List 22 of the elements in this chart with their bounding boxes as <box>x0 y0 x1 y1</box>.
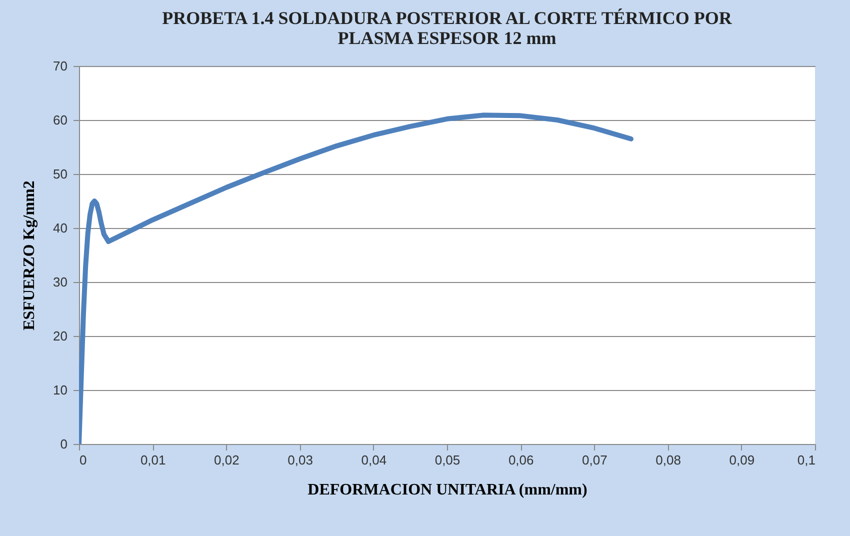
x-tick-label: 0,08 <box>656 452 681 468</box>
x-tick-label: 0,07 <box>582 452 608 468</box>
x-tick-label: 0,03 <box>288 452 313 468</box>
x-tick-label: 0,05 <box>434 452 460 468</box>
y-axis-title: ESFUERZO Kg/mm2 <box>21 180 38 330</box>
x-axis-title: DEFORMACION UNITARIA (mm/mm) <box>308 482 588 498</box>
y-tick-label: 50 <box>53 166 68 182</box>
x-tick-label: 0,1 <box>797 452 816 468</box>
x-tick-label: 0,06 <box>508 452 534 468</box>
x-tick-label: 0,02 <box>214 452 240 468</box>
y-tick-label: 20 <box>53 328 68 344</box>
x-tick-label: 0 <box>80 452 87 468</box>
x-tick-label: 0,04 <box>361 452 387 468</box>
y-tick-label: 30 <box>53 274 68 290</box>
chart-title: PROBETA 1.4 SOLDADURA POSTERIOR AL CORTE TÉRMICO POR PLASMA ESPESOR 12 mm <box>162 8 733 48</box>
x-tick-label: 0,01 <box>140 452 166 468</box>
x-tick-label: 0,09 <box>729 452 755 468</box>
y-tick-label: 0 <box>60 436 68 452</box>
y-tick-label: 10 <box>53 382 68 398</box>
y-tick-label: 70 <box>53 58 68 74</box>
y-tick-label: 60 <box>53 112 68 128</box>
y-tick-label: 40 <box>53 220 68 236</box>
